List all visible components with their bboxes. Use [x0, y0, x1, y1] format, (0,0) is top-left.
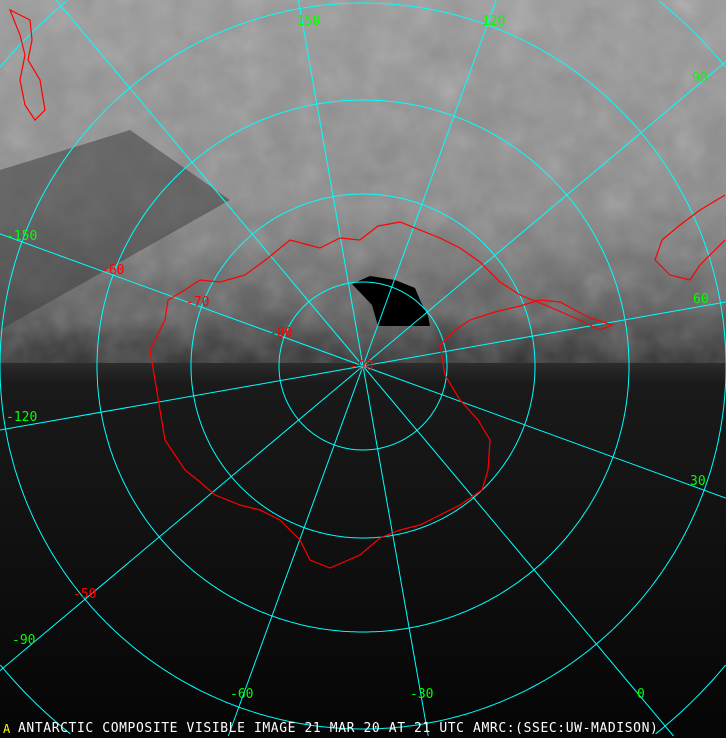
- latitude-circle: [658, 0, 726, 68]
- longitude-label: -150: [6, 229, 37, 244]
- grid-labels: 150 120 90 60 30 0 -30 -60 -90 -120 -150 -50 -60 -70 -…: [6, 14, 709, 702]
- meridian-line: [298, 0, 364, 367]
- longitude-label: -90: [12, 633, 35, 648]
- latitude-circle: [0, 0, 68, 68]
- new-zealand-coastline: [8, 8, 46, 121]
- longitude-label: -30: [410, 687, 433, 702]
- meridian-line: [0, 365, 364, 431]
- longitude-label: 30: [690, 474, 706, 489]
- meridian-line: [227, 365, 364, 737]
- meridian-line: [362, 365, 429, 737]
- overlay-marker: A: [3, 722, 11, 736]
- latitude-circle: [278, 281, 448, 451]
- latitude-label: -50: [73, 587, 96, 602]
- meridian-line: [362, 61, 726, 367]
- meridian-line: [362, 365, 726, 499]
- longitude-label: 150: [297, 14, 320, 29]
- latitude-label: -70: [186, 295, 209, 310]
- latitude-circle: [0, 664, 71, 735]
- longitude-label: -60: [230, 687, 253, 702]
- latitude-label: -60: [101, 263, 124, 278]
- latitude-circle: [96, 99, 630, 633]
- latitude-label: -90: [350, 359, 373, 374]
- meridian-line: [362, 365, 674, 737]
- south-america-coastline: [654, 194, 726, 281]
- antarctica-coastline: [149, 221, 614, 569]
- longitude-label: 0: [637, 687, 645, 702]
- meridian-line: [0, 233, 364, 367]
- longitude-label: -120: [6, 410, 37, 425]
- coastline: [8, 8, 726, 569]
- longitude-label: 120: [482, 14, 505, 29]
- meridian-line: [0, 365, 364, 671]
- no-data-region: [352, 276, 430, 326]
- longitude-label: 90: [692, 71, 708, 86]
- latitude-circle: [655, 664, 726, 735]
- meridian-line: [362, 301, 726, 367]
- longitude-label: 60: [693, 292, 709, 307]
- latitude-circle: [190, 193, 536, 539]
- latitude-label: -80: [269, 326, 292, 341]
- meridian-line: [55, 0, 364, 367]
- image-caption: ANTARCTIC COMPOSITE VISIBLE IMAGE 21 MAR…: [18, 721, 659, 736]
- meridian-line: [362, 0, 497, 367]
